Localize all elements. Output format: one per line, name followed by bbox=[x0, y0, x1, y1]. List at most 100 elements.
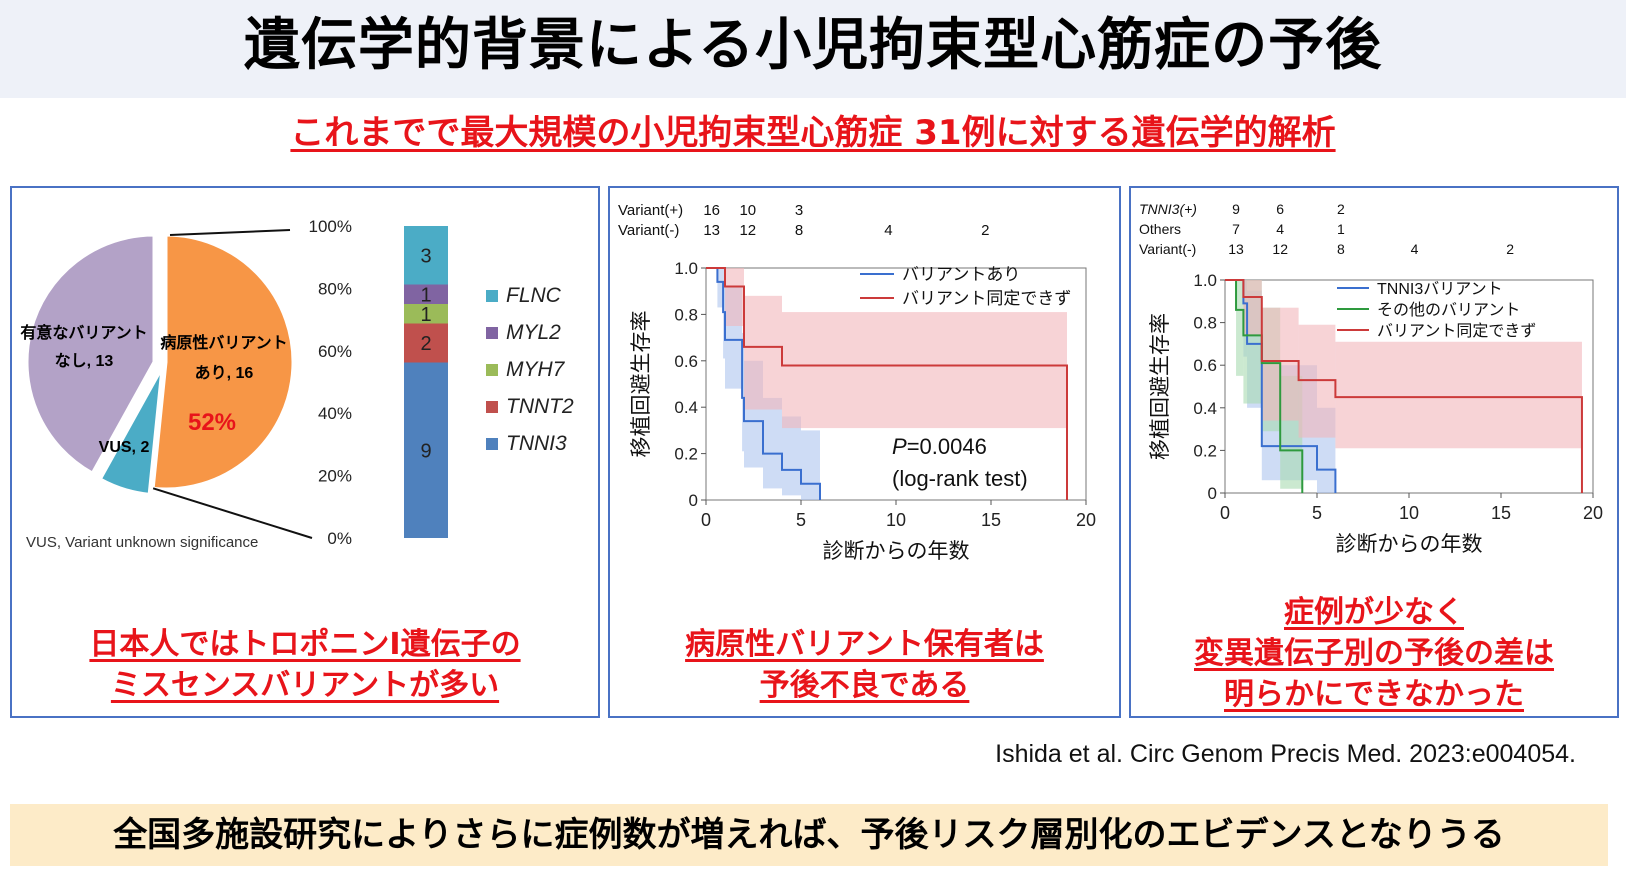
risk-table-value: 16 bbox=[703, 202, 720, 219]
pie-connector-line bbox=[169, 229, 291, 236]
risk-table-value: 3 bbox=[795, 202, 803, 219]
risk-table-label: Variant(-) bbox=[618, 222, 679, 239]
ci-band bbox=[1298, 324, 1336, 438]
pie-label-path: あり, 16 bbox=[195, 364, 254, 382]
legend-swatch-myh7 bbox=[486, 364, 498, 376]
x-tick-label: 15 bbox=[981, 510, 1001, 530]
legend-label: その他のバリアント bbox=[1377, 301, 1520, 319]
ci-band bbox=[782, 416, 801, 496]
km-chart-variant: 0 5 10 15 20 0 0.2 0.4 0.6 0.8 1.0 診断からの年数 移植回避生存率 Va… bbox=[618, 202, 1096, 563]
risk-table-value: 12 bbox=[739, 222, 756, 239]
x-tick-label: 20 bbox=[1583, 503, 1603, 523]
y-tick-label: 0.2 bbox=[674, 445, 698, 464]
x-tick-label: 0 bbox=[701, 510, 711, 530]
risk-table-value: 2 bbox=[1506, 241, 1514, 257]
legend-label: バリアントあり bbox=[902, 265, 1020, 284]
y-tick-label: 1.0 bbox=[1193, 271, 1217, 290]
bar-ytick-label: 20% bbox=[318, 467, 352, 486]
conclusion-band: 全国多施設研究によりさらに症例数が増えれば、予後リスク層別化のエビデンスとなりう… bbox=[10, 804, 1608, 866]
x-tick-label: 0 bbox=[1220, 503, 1230, 523]
risk-table-value: 13 bbox=[703, 222, 720, 239]
legend-swatch-flnc bbox=[486, 290, 498, 302]
panel1-caption-line: ミスセンスバリアントが多い bbox=[110, 668, 500, 703]
pie-label-percent: 52% bbox=[188, 409, 236, 436]
x-tick-label: 10 bbox=[886, 510, 906, 530]
bar-ytick-label: 0% bbox=[327, 529, 352, 548]
x-tick-label: 15 bbox=[1491, 503, 1511, 523]
y-tick-label: 0.4 bbox=[674, 398, 698, 417]
risk-table-value: 13 bbox=[1228, 241, 1244, 257]
p-value-number: =0.0046 bbox=[907, 434, 987, 459]
y-axis-label: 移植回避生存率 bbox=[630, 311, 653, 458]
bar-segment-myh7 bbox=[404, 304, 448, 324]
x-tick-label: 5 bbox=[1312, 503, 1322, 523]
p-value-symbol: P bbox=[892, 434, 907, 459]
ci-band bbox=[1335, 341, 1582, 449]
y-tick-label: 0.8 bbox=[674, 305, 698, 324]
x-axis-label: 診断からの年数 bbox=[1336, 533, 1483, 556]
risk-table-value: 4 bbox=[1411, 241, 1419, 257]
legend-label-myh7: MYH7 bbox=[506, 358, 566, 381]
y-tick-label: 0.6 bbox=[674, 352, 698, 371]
panel2-caption: 病原性バリアント保有者は 予後不良である bbox=[610, 624, 1119, 706]
pie-connector-line bbox=[152, 487, 313, 539]
bar-ytick-label: 40% bbox=[318, 404, 352, 423]
panel1-caption-line: 日本人ではトロポニンI遺伝子の bbox=[89, 627, 521, 662]
x-axis-label: 診断からの年数 bbox=[823, 540, 970, 563]
bar-segment-label: 9 bbox=[420, 440, 431, 462]
legend-label-tnni3: TNNI3 bbox=[506, 432, 567, 455]
risk-table-value: 8 bbox=[1337, 241, 1345, 257]
legend-label-tnnt2: TNNT2 bbox=[506, 395, 574, 418]
bar-segment-tnnt2 bbox=[404, 323, 448, 363]
pie-label-path: 病原性バリアント bbox=[160, 333, 287, 352]
citation: Ishida et al. Circ Genom Precis Med. 202… bbox=[995, 740, 1576, 768]
risk-table-value: 10 bbox=[739, 202, 756, 219]
risk-table-value: 4 bbox=[884, 222, 892, 239]
bar-segment-label: 1 bbox=[420, 304, 431, 326]
ci-band bbox=[782, 312, 1067, 429]
y-tick-label: 0.6 bbox=[1193, 356, 1217, 375]
ci-band bbox=[1236, 280, 1244, 376]
ci-band bbox=[717, 268, 724, 308]
km-curve bbox=[1225, 279, 1583, 493]
legend-swatch-tnnt2 bbox=[486, 401, 498, 413]
ci-band bbox=[801, 430, 820, 500]
panel2-caption-line: 病原性バリアント保有者は bbox=[685, 627, 1044, 662]
bar-ytick-label: 60% bbox=[318, 342, 352, 361]
x-tick-label: 5 bbox=[796, 510, 806, 530]
pie-label-none: 有意なバリアント bbox=[20, 323, 147, 342]
risk-table-label: Variant(+) bbox=[618, 202, 683, 219]
panel-km-gene: 0 5 10 15 20 0 0.2 0.4 0.6 0.8 1.0 診断からの年数 移植回避生存率 TN… bbox=[1129, 186, 1619, 718]
risk-table-value: 9 bbox=[1232, 201, 1240, 217]
panel3-caption-line: 変異遺伝子別の予後の差は bbox=[1194, 636, 1554, 671]
x-tick-label: 20 bbox=[1076, 510, 1096, 530]
risk-table-value: 4 bbox=[1276, 221, 1284, 237]
risk-table-value: 2 bbox=[981, 222, 989, 239]
risk-table-label: TNNI3(+) bbox=[1139, 201, 1197, 217]
y-tick-label: 1.0 bbox=[674, 259, 698, 278]
page-title: 遺伝学的背景による小児拘束型心筋症の予後 bbox=[243, 13, 1383, 78]
bar-segment-label: 3 bbox=[420, 245, 431, 267]
km-curve bbox=[706, 267, 1068, 500]
panel3-caption-line: 症例が少なく bbox=[1284, 595, 1464, 630]
title-band bbox=[0, 0, 1626, 98]
bar-segment-tnni3 bbox=[404, 362, 448, 538]
bar-ytick-label: 100% bbox=[309, 217, 352, 236]
p-value-annotation: P=0.0046 bbox=[892, 434, 987, 459]
test-annotation: (log-rank test) bbox=[892, 466, 1028, 491]
ci-band bbox=[725, 268, 744, 326]
y-tick-label: 0.8 bbox=[1193, 314, 1217, 333]
km-chart-gene: 0 5 10 15 20 0 0.2 0.4 0.6 0.8 1.0 診断からの年数 移植回避生存率 TN… bbox=[1139, 201, 1603, 556]
ci-band bbox=[744, 295, 782, 410]
ci-band bbox=[763, 397, 782, 489]
risk-table-label: Variant(-) bbox=[1139, 241, 1196, 257]
bar-segment-label: 1 bbox=[420, 284, 431, 306]
legend-label: バリアント同定できず bbox=[1377, 322, 1536, 340]
panel-gene-distribution: 有意なバリアント なし, 13 病原性バリアント あり, 16 52% VUS, 2 VUS… bbox=[10, 186, 600, 718]
pie-label-none: なし, 13 bbox=[55, 352, 114, 370]
risk-table-value: 7 bbox=[1232, 221, 1240, 237]
legend-label: バリアント同定できず bbox=[902, 289, 1071, 308]
bar-segment-flnc bbox=[404, 226, 448, 285]
risk-table-value: 1 bbox=[1337, 221, 1345, 237]
